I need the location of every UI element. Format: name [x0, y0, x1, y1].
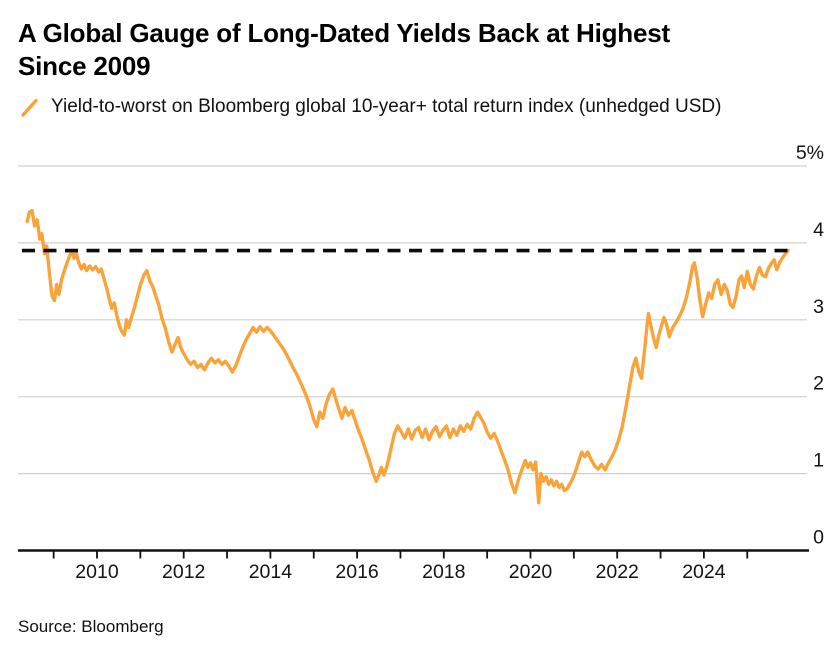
x-axis-label: 2022	[596, 561, 639, 583]
chart-title: A Global Gauge of Long-Dated Yields Back…	[18, 17, 818, 83]
chart-title-line-2: Since 2009	[18, 51, 151, 81]
y-axis-label: 1	[813, 450, 824, 472]
y-axis-label: 4	[813, 219, 824, 241]
x-axis-label: 2016	[335, 561, 378, 583]
y-axis-label: 0	[813, 527, 824, 549]
legend-label: Yield-to-worst on Bloomberg global 10-ye…	[51, 96, 722, 117]
chart-title-line-1: A Global Gauge of Long-Dated Yields Back…	[18, 18, 670, 48]
y-axis-label: 5%	[796, 142, 824, 164]
x-axis-label: 2018	[422, 561, 465, 583]
legend: Yield-to-worst on Bloomberg global 10-ye…	[20, 94, 721, 120]
x-axis-label: 2020	[509, 561, 553, 583]
x-axis-label: 2010	[75, 561, 119, 583]
source-note: Source: Bloomberg	[18, 617, 164, 636]
series-line	[25, 208, 790, 505]
y-axis-label: 2	[813, 373, 824, 395]
x-axis-label: 2012	[162, 561, 205, 583]
x-axis-label: 2014	[249, 561, 293, 583]
x-axis-label: 2024	[682, 561, 726, 583]
series-line-marker-icon	[21, 98, 38, 117]
y-axis-label: 3	[813, 296, 824, 318]
